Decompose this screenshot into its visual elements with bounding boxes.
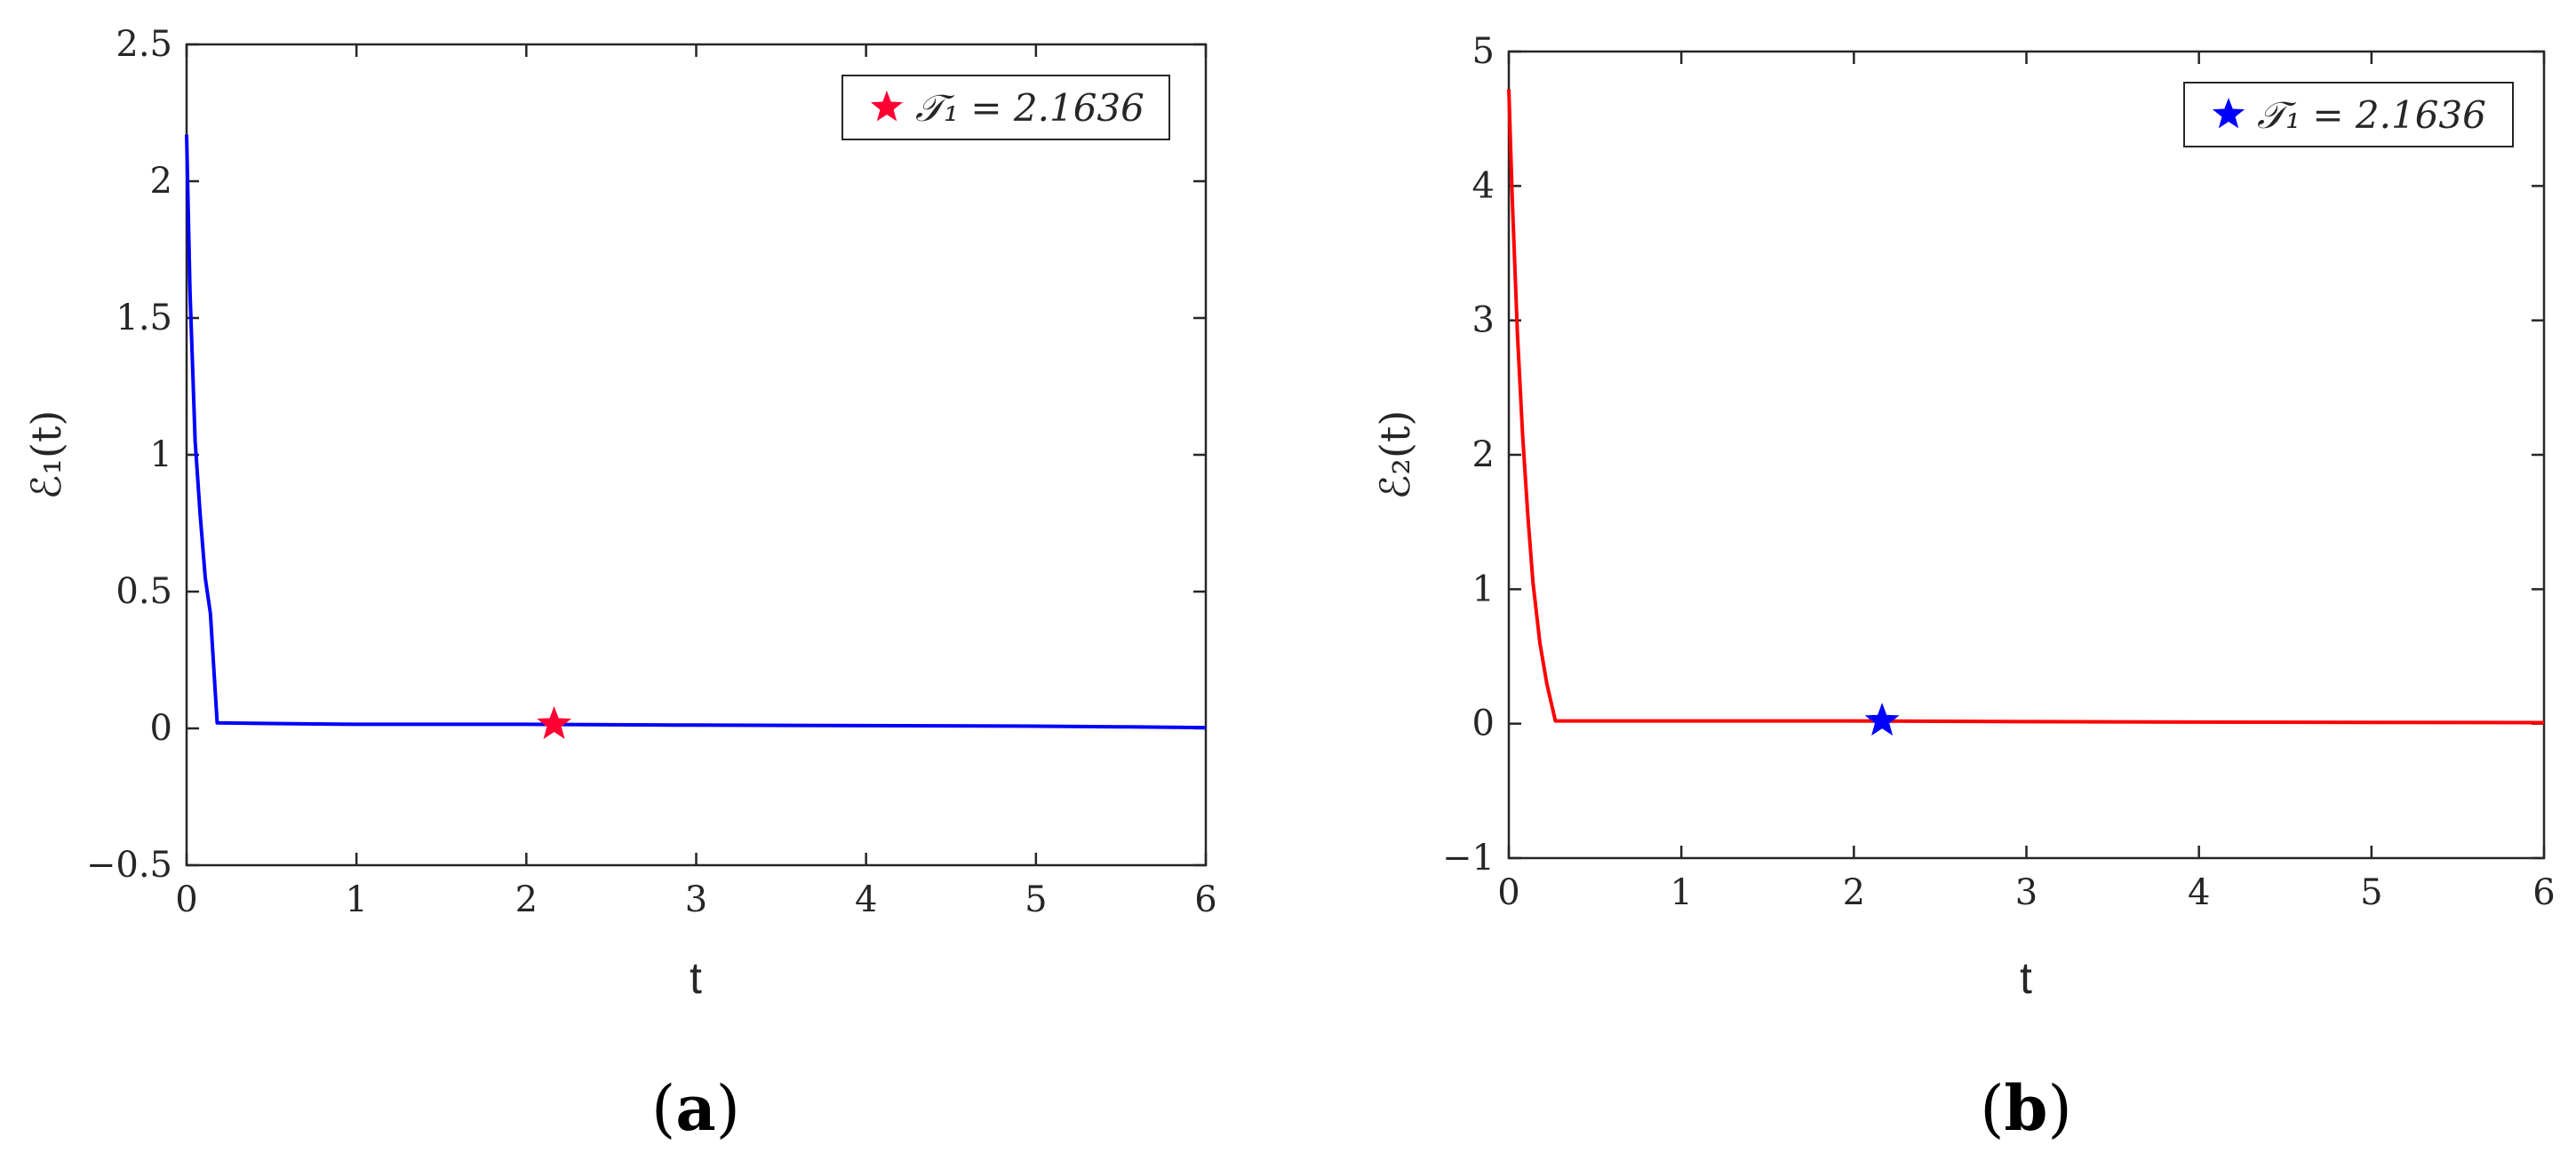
y-axis-label: ℰ₂(t) (1371, 410, 1419, 500)
legend-entry: 𝒯₁ = 2.1636 (915, 86, 1144, 130)
x-tick-label: 2 (1843, 872, 1865, 913)
x-tick-label: 1 (345, 879, 367, 920)
y-tick-label: 1 (1472, 569, 1495, 609)
legend-star-icon (870, 91, 904, 122)
y-tick-label: −1 (1442, 838, 1495, 879)
x-tick-label: 1 (1670, 872, 1692, 913)
x-tick-label: 4 (2188, 872, 2210, 913)
x-tick-label: 0 (175, 879, 197, 920)
y-axis-label: ℰ₁(t) (22, 410, 70, 500)
y-tick-label: 2 (1472, 434, 1495, 475)
x-tick-label: 3 (2015, 872, 2038, 913)
series-line (1507, 89, 2545, 725)
y-tick-label: 5 (1472, 31, 1495, 72)
x-tick-label: 0 (1497, 872, 1519, 913)
y-tick-label: 2 (150, 161, 172, 202)
series-line (185, 134, 1207, 730)
y-tick-label: 4 (1472, 165, 1495, 206)
y-tick-label: −0.5 (86, 845, 172, 886)
plot-area (1507, 50, 2546, 860)
y-tick-label: 1 (150, 434, 172, 475)
legend-star-icon (2212, 98, 2245, 129)
axis-ticks: 0 1 2 3 4 5 6−0.500.511.522.5 (86, 24, 1217, 920)
x-tick-label: 5 (1025, 879, 1047, 920)
marker-star (537, 705, 572, 739)
x-tick-label: 3 (685, 879, 707, 920)
y-tick-label: 0 (150, 708, 172, 749)
x-tick-label: 6 (1194, 879, 1216, 920)
marker-star (1864, 703, 1900, 736)
panel-letter: b (2005, 1071, 2048, 1145)
y-tick-label: 1.5 (116, 298, 172, 338)
x-axis-label: t (2020, 953, 2032, 1003)
y-tick-label: 0.5 (116, 571, 172, 612)
panel-letter: a (675, 1071, 715, 1145)
legend-box (2183, 82, 2514, 147)
x-axis-label: t (690, 953, 702, 1003)
plot-area (185, 43, 1208, 867)
y-tick-label: 3 (1472, 300, 1495, 341)
x-tick-label: 2 (515, 879, 538, 920)
series-group (1507, 89, 2545, 736)
series-group (185, 134, 1207, 739)
x-tick-label: 5 (2360, 872, 2382, 913)
panel-label: (a) (651, 1071, 740, 1145)
panel-label: (b) (1980, 1071, 2072, 1145)
y-tick-label: 2.5 (116, 24, 172, 65)
legend-entry: 𝒯₁ = 2.1636 (2257, 93, 2486, 137)
legend: 𝒯₁ = 2.1636 (2183, 82, 2514, 147)
legend: 𝒯₁ = 2.1636 (841, 75, 1170, 140)
y-tick-label: 0 (1472, 704, 1495, 744)
chart-panel-a: 0 1 2 3 4 5 6−0.500.511.522.5 ℰ₁(t) t 𝒯₁ = 2.1… (22, 24, 1217, 1145)
legend-box (841, 75, 1170, 140)
x-tick-label: 6 (2532, 872, 2555, 913)
x-tick-label: 4 (855, 879, 877, 920)
